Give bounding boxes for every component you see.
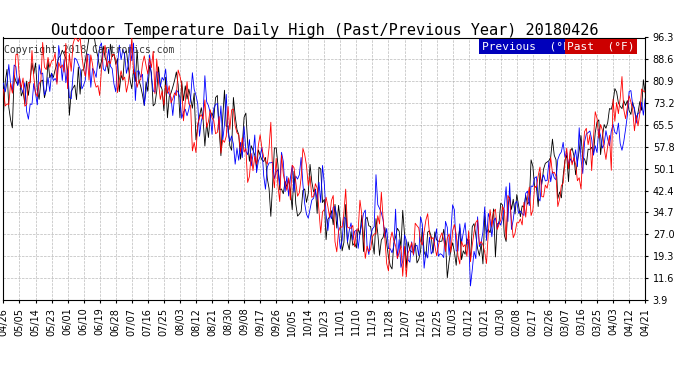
Title: Outdoor Temperature Daily High (Past/Previous Year) 20180426: Outdoor Temperature Daily High (Past/Pre… xyxy=(50,22,598,38)
Text: Copyright 2018 Cartronics.com: Copyright 2018 Cartronics.com xyxy=(4,45,175,56)
Text: Past  (°F): Past (°F) xyxy=(567,42,634,51)
Text: Previous  (°F): Previous (°F) xyxy=(482,42,576,51)
